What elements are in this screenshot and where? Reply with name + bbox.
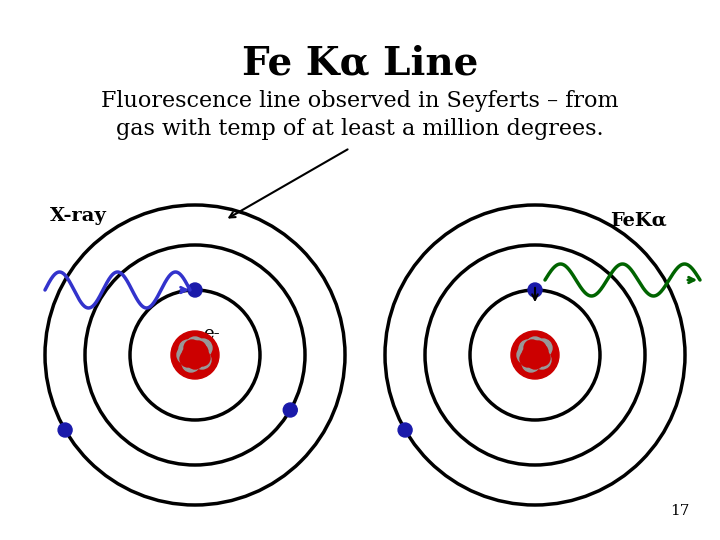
Text: e-: e- [203, 325, 220, 343]
Circle shape [177, 346, 195, 364]
Circle shape [187, 353, 203, 369]
Circle shape [398, 423, 412, 437]
Text: 17: 17 [670, 504, 690, 518]
Circle shape [530, 341, 546, 357]
Circle shape [192, 344, 208, 360]
Circle shape [511, 331, 559, 379]
Circle shape [532, 344, 548, 360]
Text: Fe Kα Line: Fe Kα Line [242, 45, 478, 83]
Circle shape [194, 339, 212, 357]
Circle shape [517, 346, 535, 364]
Circle shape [526, 337, 544, 355]
Circle shape [182, 347, 198, 363]
Text: FeKα: FeKα [610, 212, 667, 230]
Circle shape [180, 351, 196, 367]
Circle shape [528, 283, 542, 297]
Circle shape [186, 337, 204, 355]
Circle shape [520, 351, 536, 367]
Circle shape [194, 350, 210, 366]
Circle shape [522, 347, 538, 363]
Circle shape [283, 403, 297, 417]
Text: Fluorescence line observed in Seyferts – from: Fluorescence line observed in Seyferts –… [102, 90, 618, 112]
Circle shape [58, 423, 72, 437]
Text: gas with temp of at least a million degrees.: gas with temp of at least a million degr… [116, 118, 604, 140]
Circle shape [182, 354, 200, 372]
Circle shape [184, 340, 200, 356]
Circle shape [188, 283, 202, 297]
Circle shape [522, 354, 540, 372]
Circle shape [533, 351, 551, 369]
Text: X-ray: X-ray [50, 207, 107, 225]
Circle shape [534, 339, 552, 357]
Circle shape [171, 331, 219, 379]
Circle shape [527, 353, 543, 369]
Circle shape [179, 340, 197, 358]
Circle shape [193, 351, 211, 369]
Circle shape [524, 340, 540, 356]
Circle shape [190, 341, 206, 357]
Circle shape [519, 340, 537, 358]
Circle shape [534, 350, 550, 366]
